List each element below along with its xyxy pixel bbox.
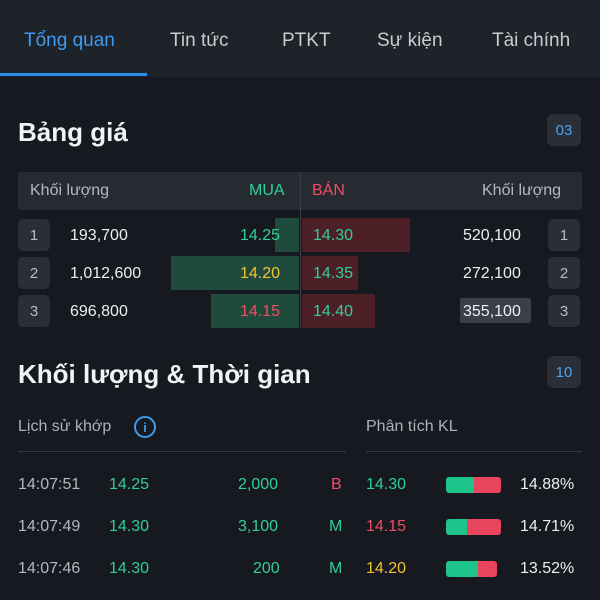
analysis-price: 14.15 bbox=[366, 518, 407, 535]
analysis-divider bbox=[366, 451, 582, 452]
history-label: Lịch sử khớp bbox=[18, 418, 112, 435]
active-tab-indicator bbox=[0, 73, 147, 76]
volume-ratio-bar bbox=[446, 477, 501, 493]
trade-price: 14.30 bbox=[109, 560, 150, 577]
trade-time: 14:07:51 bbox=[18, 476, 81, 493]
history-divider bbox=[18, 451, 346, 452]
bid-volume: 193,700 bbox=[70, 227, 128, 244]
bid-price[interactable]: 14.25 bbox=[240, 227, 281, 244]
bid-level-index: 1 bbox=[18, 219, 50, 251]
time-sales-title: Khối lượng & Thời gian bbox=[18, 359, 311, 389]
bid-price[interactable]: 14.15 bbox=[240, 303, 281, 320]
ask-price[interactable]: 14.35 bbox=[313, 265, 354, 282]
trade-side: B bbox=[331, 476, 342, 493]
ask-volume-header: Khối lượng bbox=[482, 182, 562, 199]
bid-depth-bar bbox=[275, 218, 299, 252]
trade-time: 14:07:49 bbox=[18, 518, 81, 535]
price-board-title: Bảng giá bbox=[18, 117, 128, 147]
bid-volume: 696,800 bbox=[70, 303, 128, 320]
analysis-percent: 14.88% bbox=[520, 476, 575, 493]
ask-price[interactable]: 14.40 bbox=[313, 303, 354, 320]
tab-bar: Tổng quan Tin tức PTKT Sự kiện Tài chính bbox=[0, 0, 600, 77]
time-sales-count-button[interactable]: 10 bbox=[547, 356, 581, 388]
order-book-divider bbox=[300, 172, 301, 328]
ask-level-index: 1 bbox=[548, 219, 580, 251]
trade-price: 14.30 bbox=[109, 518, 150, 535]
price-board-depth-button[interactable]: 03 bbox=[547, 114, 581, 146]
volume-ratio-bar bbox=[446, 519, 501, 535]
trade-side: M bbox=[329, 518, 343, 535]
tab-tin-tuc[interactable]: Tin tức bbox=[170, 30, 229, 51]
ask-level-index: 2 bbox=[548, 257, 580, 289]
analysis-label: Phân tích KL bbox=[366, 418, 458, 435]
analysis-price: 14.20 bbox=[366, 560, 407, 577]
ask-volume: 272,100 bbox=[463, 265, 521, 282]
volume-ratio-bar bbox=[446, 561, 497, 577]
bid-depth-bar bbox=[171, 256, 299, 290]
info-icon[interactable]: i bbox=[134, 416, 156, 438]
analysis-percent: 13.52% bbox=[520, 560, 575, 577]
trade-volume: 2,000 bbox=[238, 476, 279, 493]
ask-price[interactable]: 14.30 bbox=[313, 227, 354, 244]
trade-volume: 3,100 bbox=[238, 518, 279, 535]
ask-depth-bar bbox=[302, 218, 410, 252]
ask-depth-bar bbox=[302, 294, 375, 328]
tab-tong-quan[interactable]: Tổng quan bbox=[24, 30, 115, 51]
bid-volume: 1,012,600 bbox=[70, 265, 142, 282]
bid-level-index: 2 bbox=[18, 257, 50, 289]
bid-level-index: 3 bbox=[18, 295, 50, 327]
analysis-percent: 14.71% bbox=[520, 518, 575, 535]
bid-volume-header: Khối lượng bbox=[30, 182, 110, 199]
buy-header: MUA bbox=[249, 182, 285, 199]
tab-su-kien[interactable]: Sự kiện bbox=[377, 30, 443, 51]
trade-price: 14.25 bbox=[109, 476, 150, 493]
ask-volume: 520,100 bbox=[463, 227, 521, 244]
trade-volume: 200 bbox=[253, 560, 280, 577]
ask-volume-highlight bbox=[460, 298, 531, 323]
ask-depth-bar bbox=[302, 256, 358, 290]
bid-price[interactable]: 14.20 bbox=[240, 265, 281, 282]
tab-ptkt[interactable]: PTKT bbox=[282, 30, 331, 51]
tab-tai-chinh[interactable]: Tài chính bbox=[492, 30, 571, 51]
trade-time: 14:07:46 bbox=[18, 560, 81, 577]
analysis-price: 14.30 bbox=[366, 476, 407, 493]
sell-header: BÁN bbox=[312, 182, 345, 199]
ask-volume: 355,100 bbox=[463, 303, 521, 320]
bid-depth-bar bbox=[211, 294, 299, 328]
ask-level-index: 3 bbox=[548, 295, 580, 327]
trade-side: M bbox=[329, 560, 343, 577]
